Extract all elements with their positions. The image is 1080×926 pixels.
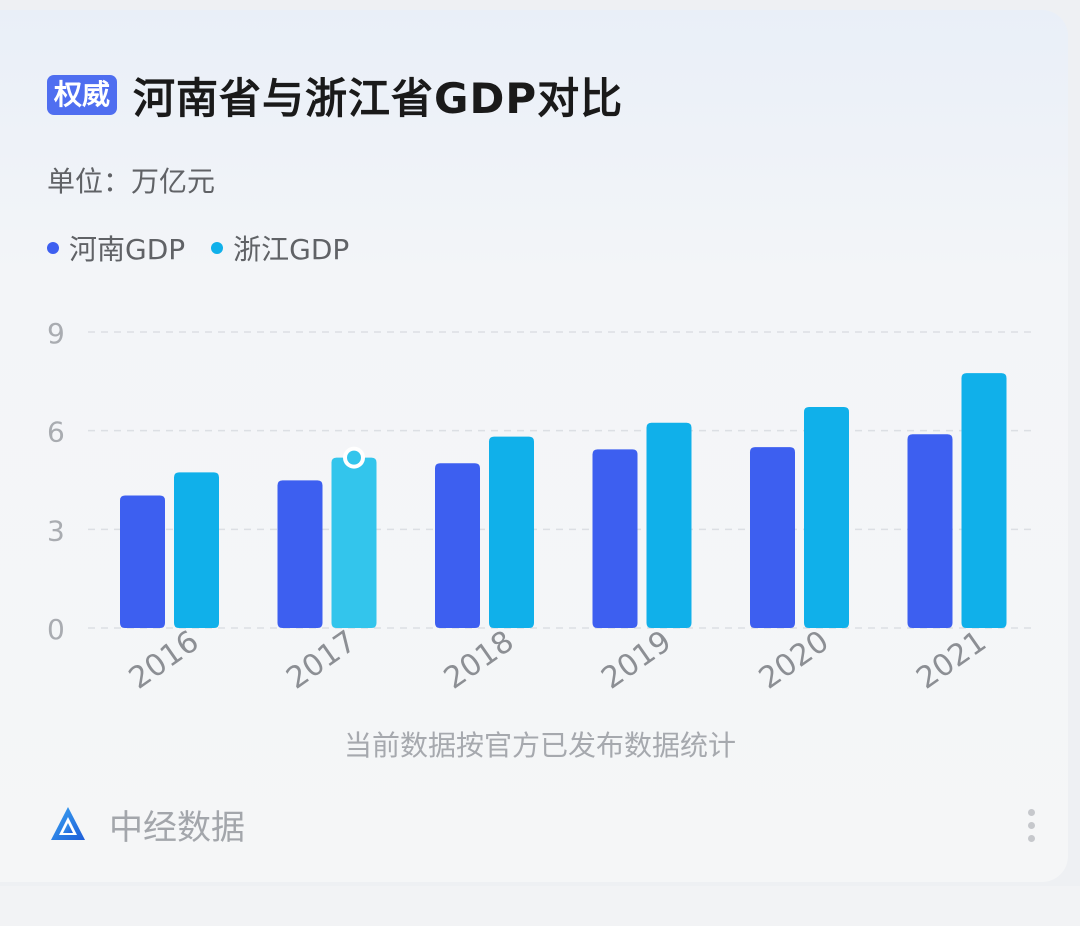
unit-label: 单位：万亿元 xyxy=(47,165,216,198)
bar-henan-2018 xyxy=(435,463,480,628)
data-source-note: 当前数据按官方已发布数据统计 xyxy=(343,729,736,762)
bar-henan-2019 xyxy=(592,449,638,628)
more-dot xyxy=(1027,835,1035,842)
legend-label-henan: 河南GDP xyxy=(69,233,186,266)
zhongjing-logo-icon xyxy=(51,806,85,840)
bar-zhejiang-2020 xyxy=(804,406,849,628)
title-row: 权威 河南省与浙江省GDP对比 xyxy=(47,62,623,128)
brand-name: 中经数据 xyxy=(109,808,245,848)
bar-zhejiang-2019 xyxy=(646,422,692,628)
bar-zhejiang-2018 xyxy=(489,436,534,628)
y-tick-label: 0 xyxy=(47,613,65,646)
y-tick-label: 6 xyxy=(47,416,65,449)
brand[interactable]: 中经数据 xyxy=(47,800,245,849)
x-tick-label: 2020 xyxy=(753,624,836,696)
x-tick-label: 2019 xyxy=(595,624,678,696)
legend-dot-zhejiang xyxy=(211,242,224,254)
bar-zhejiang-2017 xyxy=(331,457,377,628)
more-dot xyxy=(1027,822,1035,829)
x-tick-label: 2017 xyxy=(280,624,363,696)
bar-henan-2016 xyxy=(120,495,165,628)
more-dot xyxy=(1027,809,1035,816)
bottom-strip xyxy=(0,886,1080,926)
y-tick-label: 3 xyxy=(47,514,65,547)
bar-henan-2021 xyxy=(907,434,953,628)
bar-henan-2017 xyxy=(277,480,323,628)
x-tick-label: 2016 xyxy=(123,624,206,696)
authority-badge: 权威 xyxy=(47,75,118,115)
legend: 河南GDP 浙江GDP xyxy=(47,228,375,268)
legend-item-zhejiang[interactable]: 浙江GDP xyxy=(211,228,349,268)
bar-henan-2020 xyxy=(750,447,795,628)
page-title: 河南省与浙江省GDP对比 xyxy=(133,73,624,123)
legend-label-zhejiang: 浙江GDP xyxy=(233,233,350,266)
bar-zhejiang-2016 xyxy=(174,472,219,628)
y-tick-label: 9 xyxy=(47,317,65,350)
legend-dot-henan xyxy=(47,242,59,254)
x-tick-label: 2021 xyxy=(910,624,993,696)
x-tick-label: 2018 xyxy=(438,624,521,696)
more-vertical-icon[interactable] xyxy=(1026,806,1036,845)
bar-chart: 0 3 6 9 2016 2017 2018 2019 2020 2021 xyxy=(47,317,1035,696)
bar-zhejiang-2021 xyxy=(961,373,1007,628)
highlight-marker-inner xyxy=(347,450,361,465)
legend-item-henan[interactable]: 河南GDP xyxy=(47,228,185,268)
